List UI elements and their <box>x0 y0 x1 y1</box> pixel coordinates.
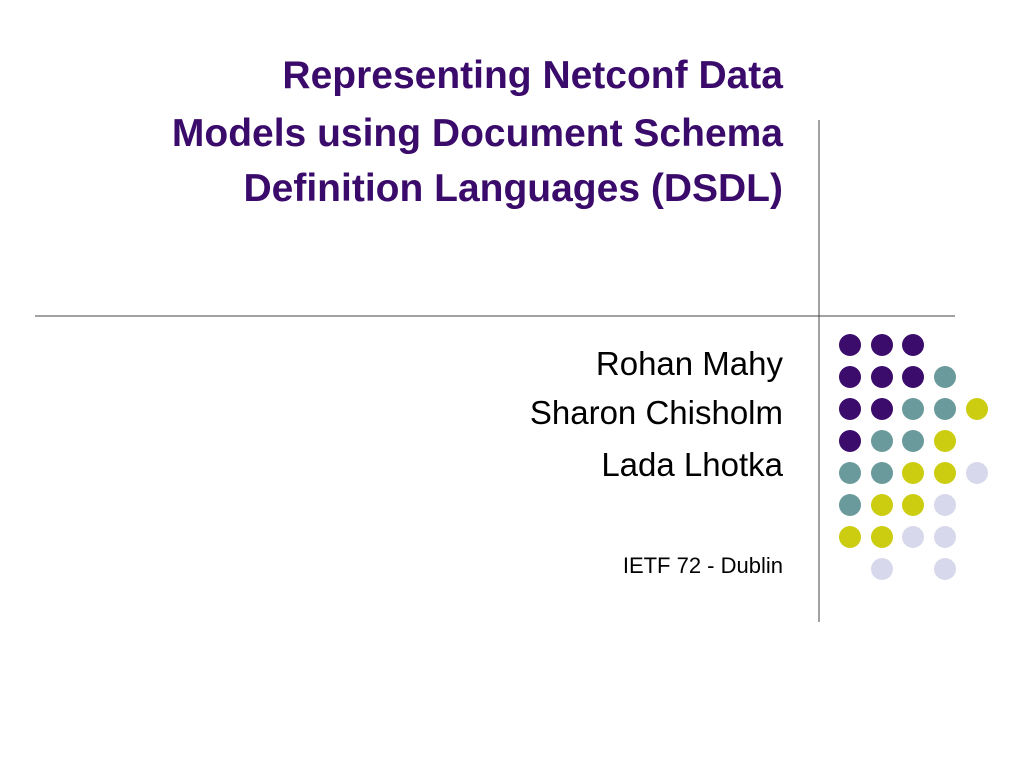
dot-pattern <box>839 334 988 580</box>
author: Lada Lhotka <box>601 446 783 483</box>
author: Rohan Mahy <box>596 345 784 382</box>
title-line: Representing Netconf Data <box>282 54 783 97</box>
title-line: Models using Document Schema <box>172 112 783 155</box>
title-line: Definition Languages (DSDL) <box>244 167 784 210</box>
author: Sharon Chisholm <box>530 394 783 431</box>
event: IETF 72 - Dublin <box>623 553 783 578</box>
